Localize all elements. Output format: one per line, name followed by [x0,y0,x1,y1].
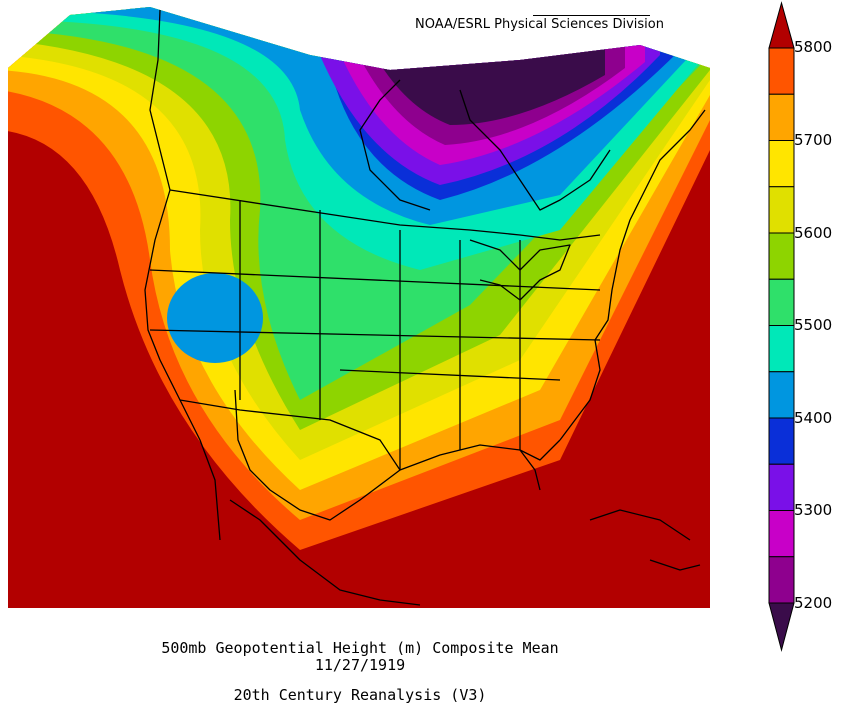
coastlines-and-borders [144,9,706,606]
map-date: 11/27/1919 [314,656,406,674]
legend-arrow-low [768,602,795,652]
legend-cell [768,47,795,95]
legend-cell [768,278,795,326]
credit-text: NOAA/ESRL Physical Sciences Division [415,17,664,32]
legend-cell [768,186,795,234]
legend-cell [768,325,795,373]
legend-cell [768,232,795,280]
legend-tick-5800: 5800 [794,38,833,56]
legend-color-cells [768,1,795,652]
legend-cell [768,556,795,604]
legend-cell [768,371,795,419]
legend-cell [768,510,795,558]
map-dataset: 20th Century Reanalysis (V3) [233,686,487,704]
legend-tick-5500: 5500 [794,316,833,334]
legend-cell [768,140,795,188]
color-scale-legend [768,1,795,652]
credit-underline [533,15,650,16]
map-title: 500mb Geopotential Height (m) Composite … [161,639,559,657]
legend-cell [768,93,795,141]
legend-tick-5300: 5300 [794,501,833,519]
legend-tick-5200: 5200 [794,594,833,612]
legend-tick-5700: 5700 [794,131,833,149]
legend-cell [768,463,795,511]
legend-arrow-high [768,1,795,49]
legend-cell [768,417,795,465]
legend-tick-5400: 5400 [794,409,833,427]
legend-tick-5600: 5600 [794,224,833,242]
